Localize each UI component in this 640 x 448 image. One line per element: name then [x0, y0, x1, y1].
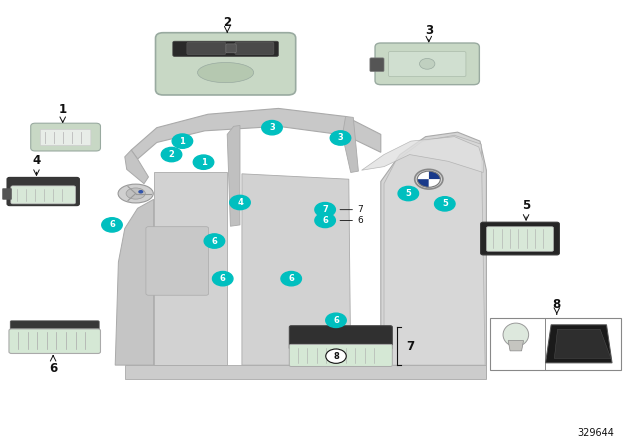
- FancyBboxPatch shape: [388, 52, 466, 77]
- Text: 6: 6: [322, 216, 328, 225]
- Text: 1: 1: [200, 158, 207, 167]
- Circle shape: [326, 313, 346, 327]
- Text: 5: 5: [405, 189, 412, 198]
- Circle shape: [330, 131, 351, 145]
- Text: 7: 7: [406, 340, 415, 353]
- FancyBboxPatch shape: [146, 227, 209, 295]
- Text: 4: 4: [237, 198, 243, 207]
- FancyBboxPatch shape: [7, 177, 79, 206]
- Polygon shape: [554, 329, 611, 358]
- FancyBboxPatch shape: [289, 326, 392, 349]
- Text: 1: 1: [179, 137, 186, 146]
- Circle shape: [420, 59, 435, 69]
- Polygon shape: [131, 108, 381, 159]
- Polygon shape: [381, 132, 486, 379]
- FancyBboxPatch shape: [9, 329, 100, 353]
- FancyBboxPatch shape: [481, 222, 559, 255]
- FancyBboxPatch shape: [235, 42, 274, 55]
- Circle shape: [315, 202, 335, 217]
- Text: 3: 3: [269, 123, 275, 132]
- FancyBboxPatch shape: [187, 42, 226, 55]
- FancyBboxPatch shape: [226, 44, 236, 53]
- Text: 4: 4: [33, 154, 40, 167]
- Polygon shape: [125, 150, 148, 184]
- FancyBboxPatch shape: [289, 345, 392, 366]
- FancyBboxPatch shape: [375, 43, 479, 85]
- Text: 5: 5: [442, 199, 448, 208]
- Circle shape: [102, 218, 122, 232]
- Circle shape: [172, 134, 193, 148]
- Text: 6: 6: [211, 237, 218, 246]
- Circle shape: [435, 197, 455, 211]
- FancyBboxPatch shape: [31, 123, 100, 151]
- Circle shape: [281, 271, 301, 286]
- Text: 6: 6: [49, 362, 57, 375]
- Polygon shape: [154, 172, 227, 365]
- Text: 1: 1: [59, 103, 67, 116]
- FancyBboxPatch shape: [3, 189, 12, 199]
- Ellipse shape: [503, 323, 529, 346]
- Text: 6: 6: [357, 216, 363, 225]
- Polygon shape: [115, 199, 154, 365]
- Circle shape: [262, 121, 282, 135]
- Circle shape: [204, 234, 225, 248]
- Polygon shape: [242, 174, 351, 365]
- Circle shape: [326, 349, 346, 363]
- FancyBboxPatch shape: [370, 58, 384, 72]
- Circle shape: [138, 190, 143, 194]
- Circle shape: [161, 147, 182, 162]
- Circle shape: [212, 271, 233, 286]
- Circle shape: [315, 213, 335, 228]
- Ellipse shape: [126, 188, 145, 199]
- Text: 2: 2: [168, 150, 175, 159]
- Text: 6: 6: [220, 274, 226, 283]
- Text: 6: 6: [288, 274, 294, 283]
- FancyBboxPatch shape: [40, 129, 91, 146]
- Text: 5: 5: [522, 199, 530, 212]
- Polygon shape: [125, 365, 486, 379]
- Text: 6: 6: [333, 316, 339, 325]
- FancyBboxPatch shape: [10, 321, 99, 332]
- FancyBboxPatch shape: [156, 33, 296, 95]
- Polygon shape: [508, 340, 524, 351]
- Circle shape: [193, 155, 214, 169]
- Wedge shape: [417, 171, 429, 179]
- Text: 2: 2: [223, 16, 231, 29]
- FancyBboxPatch shape: [173, 41, 278, 56]
- Text: 329644: 329644: [577, 428, 614, 438]
- Circle shape: [230, 195, 250, 210]
- Polygon shape: [545, 325, 612, 363]
- Ellipse shape: [118, 184, 154, 203]
- FancyBboxPatch shape: [486, 227, 554, 251]
- Wedge shape: [429, 171, 440, 179]
- Circle shape: [398, 186, 419, 201]
- FancyBboxPatch shape: [11, 186, 76, 204]
- Text: 8: 8: [553, 298, 561, 311]
- Polygon shape: [362, 137, 483, 172]
- Text: 6: 6: [109, 220, 115, 229]
- Text: 3: 3: [425, 24, 433, 37]
- Polygon shape: [384, 135, 485, 365]
- Wedge shape: [429, 179, 440, 187]
- Text: 8: 8: [333, 352, 339, 361]
- Text: 7: 7: [357, 205, 363, 214]
- Wedge shape: [417, 179, 429, 187]
- Polygon shape: [342, 116, 358, 172]
- Text: 7: 7: [323, 205, 328, 214]
- Ellipse shape: [198, 62, 253, 82]
- Text: 3: 3: [338, 134, 343, 142]
- Polygon shape: [227, 125, 240, 226]
